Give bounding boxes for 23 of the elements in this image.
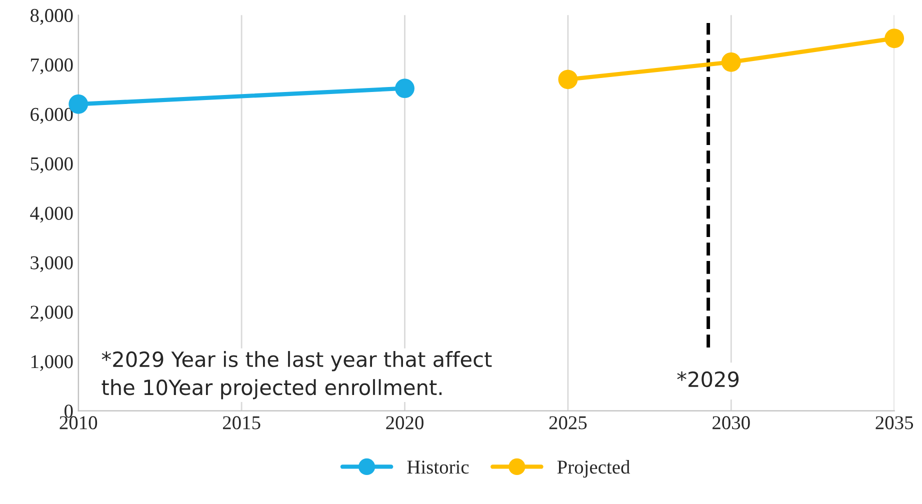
point xyxy=(558,70,578,90)
ref-line-label: *2029 xyxy=(677,371,739,388)
y-tick-label: 6,000 xyxy=(30,108,73,124)
y-tick-label: 4,000 xyxy=(30,206,73,223)
x-tick-label: 2015 xyxy=(222,416,260,430)
y-tick-label: 2,000 xyxy=(30,306,73,322)
y-tick-label: 5,000 xyxy=(30,157,73,174)
y-tick-label: 1,000 xyxy=(31,355,73,372)
x-tick-label: 2030 xyxy=(712,416,750,430)
legend-label: Projected xyxy=(557,460,630,478)
point xyxy=(884,28,904,48)
x-tick-label: 2035 xyxy=(876,416,914,430)
y-tick-label: 3,000 xyxy=(30,256,73,272)
y-tick-label: 7,000 xyxy=(31,58,73,74)
x-tick-label: 2010 xyxy=(60,416,98,430)
legend-label: Historic xyxy=(407,460,469,474)
x-tick-label: 2020 xyxy=(386,416,424,430)
annotation: *2029 Year is the last year that affect the 10Year projected enrollment. xyxy=(102,351,492,400)
x-tick-label: 2025 xyxy=(549,416,587,430)
y-tick-label: 8,000 xyxy=(30,8,73,25)
point xyxy=(721,52,741,72)
y-tick-label: 0 xyxy=(64,404,73,418)
point xyxy=(395,78,414,98)
